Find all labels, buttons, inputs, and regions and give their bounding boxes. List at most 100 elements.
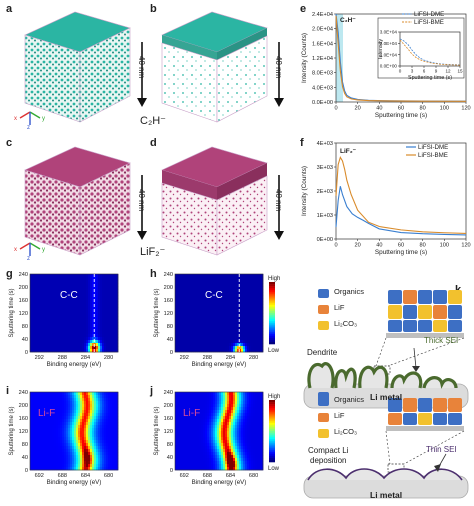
x-tick-label: 688 (58, 473, 67, 479)
axis-z-label-top: z (27, 125, 30, 131)
y-tick-label: 160 (164, 416, 173, 422)
legend-label-lifsi-bme: LiFSI-BME (418, 152, 448, 159)
cube-a (24, 11, 131, 123)
x-tick-label: 684 (81, 473, 90, 479)
legend-k-lif: LiF (334, 303, 345, 312)
y-tick-label: 0E+00 (317, 237, 333, 243)
y-tick-label: 4E+03 (317, 141, 333, 147)
heatmap-cells (175, 274, 264, 353)
colorbar-high: High (268, 394, 280, 400)
depth-arrow-b (274, 42, 284, 107)
y-tick-label: 0 (170, 468, 173, 474)
legend-k-organics: Organics (334, 287, 365, 296)
cube-d (161, 146, 268, 256)
x-tick-label: 292 (35, 355, 44, 361)
y-tick-label: 80 (167, 442, 173, 448)
x-tick-label: 40 (376, 243, 382, 249)
y-tick-label: 2.0E+04 (380, 41, 398, 46)
axis-z-label-bottom: z (27, 256, 30, 262)
y-axis-label: Intensity (Counts) (301, 166, 308, 216)
colorbar (269, 282, 275, 345)
series-line-lifsi-dme (335, 186, 467, 236)
chart-f: 0 20 40 60 80 100 120 0E+00 1E+03 2E+03 3E+03 4E+03… (301, 141, 471, 256)
x-tick-label: 100 (440, 243, 449, 249)
y-tick-label: 40 (22, 455, 28, 461)
panel-letter-a: a (6, 3, 13, 15)
heatmap-cells (30, 274, 119, 353)
annotation-lif2: LiF₂⁻ (340, 148, 357, 155)
heatmap-g: 292 288 284 280 0 40 80 120 160 200 240 Binding ene… (9, 272, 119, 368)
x-tick-label: 120 (461, 243, 470, 249)
y-tick-label: 0 (170, 350, 173, 356)
y-tick-label: 40 (167, 337, 173, 343)
y-tick-label: 3E+03 (317, 165, 333, 171)
x-tick-label: 60 (398, 106, 404, 112)
cube-c (24, 146, 131, 256)
axis-y-label-bottom: y (42, 247, 45, 253)
x-tick-label: 0 (399, 69, 402, 74)
compact-li-structure (303, 468, 469, 499)
x-tick-label: 292 (180, 355, 189, 361)
x-tick-label: 284 (226, 355, 235, 361)
thin-sei-label: Thin SEI (426, 445, 457, 454)
y-tick-label: 0.0E+00 (380, 64, 398, 69)
x-tick-label: 60 (398, 243, 404, 249)
heatmap-frame (29, 273, 119, 353)
x-tick-label: 120 (461, 106, 470, 112)
x-tick-label: 280 (249, 355, 258, 361)
panel-letter-f: f (300, 137, 304, 149)
y-tick-label: 120 (19, 311, 28, 317)
legend-l-li2co3: Li₂CO₃ (334, 427, 358, 436)
axis-x-label-top: x (14, 116, 17, 122)
legend-l-organics: Organics (334, 395, 365, 404)
y-tick-label: 2.4E+04 (312, 12, 333, 18)
depth-arrow-c (137, 175, 147, 240)
x-tick-label: 80 (420, 243, 426, 249)
heatmap-cells (30, 392, 119, 471)
y-tick-label: 200 (164, 285, 173, 291)
legend-label-lifsi-dme: LiFSI-DME (414, 11, 444, 18)
x-tick-label: 15 (457, 69, 463, 74)
x-tick-label: 288 (203, 355, 212, 361)
y-axis-label: Sputtering time (s) (154, 288, 160, 337)
x-axis-label: Binding energy (eV) (47, 479, 102, 486)
panel-letter-b: b (150, 3, 157, 15)
cube-b (161, 11, 268, 123)
x-tick-label: 6 (423, 69, 426, 74)
y-tick-label: 1E+03 (317, 213, 333, 219)
depth-arrow-d (274, 175, 284, 240)
y-tick-label: 120 (164, 429, 173, 435)
y-axis-label: Intensity (378, 39, 384, 59)
x-tick-label: 40 (376, 106, 382, 112)
y-tick-label: 1.0E+04 (380, 52, 398, 57)
x-tick-label: 9 (435, 69, 438, 74)
heatmap-frame (174, 391, 264, 471)
y-tick-label: 1.6E+04 (312, 41, 333, 47)
thick-sei-label: Thick SEI (424, 336, 459, 345)
y-tick-label: 240 (19, 272, 28, 278)
y-tick-label: 40 (167, 455, 173, 461)
depth-arrow-a (137, 42, 147, 107)
x-tick-label: 680 (104, 473, 113, 479)
axis-triad-top (19, 111, 41, 125)
depth-label-b: 40 nm (274, 56, 283, 79)
y-axis-label: Intensity (Counts) (301, 33, 308, 83)
heatmap-frame (174, 273, 264, 353)
y-tick-label: 120 (19, 429, 28, 435)
y-tick-label: 160 (164, 298, 173, 304)
colorbar (269, 400, 275, 463)
x-tick-label: 0 (334, 243, 337, 249)
x-tick-label: 284 (81, 355, 90, 361)
x-tick-label: 288 (58, 355, 67, 361)
x-tick-label: 692 (180, 473, 189, 479)
x-tick-label: 680 (249, 473, 258, 479)
y-tick-label: 80 (22, 442, 28, 448)
y-tick-label: 4.0E+03 (312, 85, 333, 91)
colorbar-low: Low (268, 466, 280, 472)
y-tick-label: 3.0E+04 (380, 30, 398, 35)
y-tick-label: 8.0E+03 (312, 71, 333, 77)
y-tick-label: 160 (19, 416, 28, 422)
axis-y-label-top: y (42, 116, 45, 122)
y-tick-label: 200 (19, 285, 28, 291)
axis-x-label-bottom: x (14, 247, 17, 253)
